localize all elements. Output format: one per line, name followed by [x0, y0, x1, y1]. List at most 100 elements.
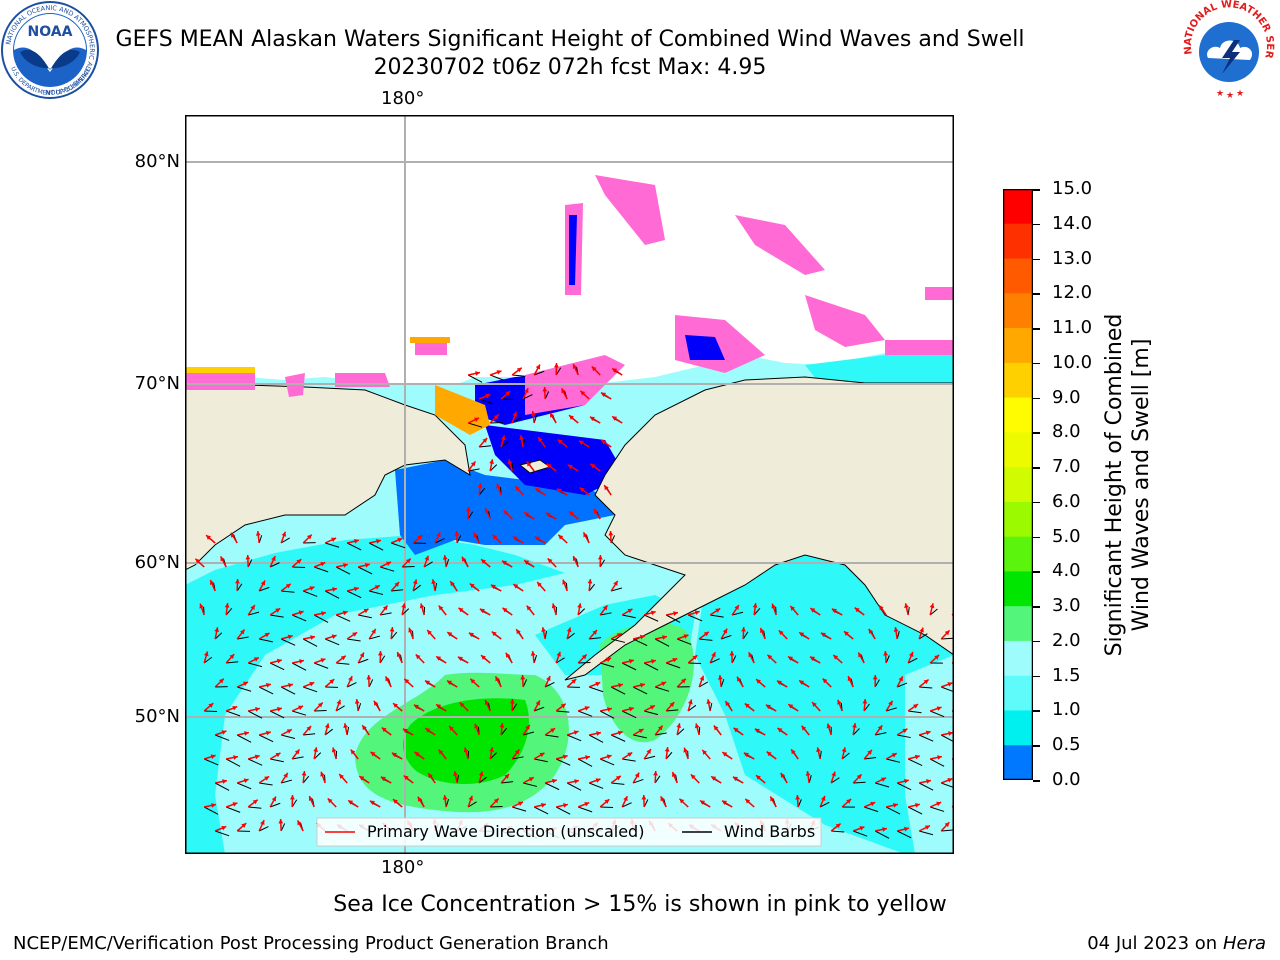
wind-barb	[259, 782, 273, 786]
wind-barb	[302, 590, 318, 597]
wave-direction-arrowhead	[641, 795, 647, 800]
wind-barb	[489, 464, 498, 472]
wave-direction-arrowhead	[373, 700, 379, 706]
wind-barb	[566, 734, 582, 742]
wave-direction-arrowhead	[879, 605, 884, 611]
wind-barb	[303, 733, 316, 736]
wave-direction-arrowhead	[771, 603, 776, 609]
footer-date: 04 Jul 2023 on Hera	[1087, 933, 1266, 954]
wave-direction-arrowhead	[313, 747, 318, 752]
wave-direction-arrowhead	[317, 702, 323, 708]
wind-barb	[523, 782, 538, 787]
wind-barb	[852, 830, 868, 837]
wind-barb	[588, 734, 604, 743]
wind-barb	[225, 607, 233, 616]
svg-text:★: ★	[1226, 91, 1234, 100]
wind-barb	[258, 826, 269, 832]
wind-barb	[929, 710, 945, 718]
wave-direction-arrowhead	[386, 561, 392, 566]
wave-direction-arrowhead	[501, 560, 507, 566]
wave-direction-arrowhead	[254, 754, 260, 760]
wave-direction-arrowhead	[339, 774, 344, 779]
wave-direction-arrowhead	[468, 632, 474, 638]
wind-barb	[369, 590, 384, 595]
wave-direction-arrowhead	[340, 655, 346, 661]
wind-barb	[632, 638, 648, 647]
wind-barb	[346, 542, 362, 551]
wave-direction-arrowhead	[601, 440, 607, 445]
wave-direction-arrowhead	[812, 702, 817, 707]
wave-direction-arrowhead	[516, 629, 521, 635]
wind-barb	[644, 755, 656, 760]
wave-direction-arrowhead	[530, 411, 536, 416]
wind-barb	[666, 709, 679, 712]
wave-direction-arrowhead	[550, 728, 556, 733]
wave-direction-arrowhead	[391, 752, 397, 758]
wave-direction-arrowhead	[520, 675, 526, 680]
wave-direction-arrowhead	[756, 679, 761, 684]
wind-barb	[269, 802, 281, 808]
wave-direction-arrowhead	[245, 555, 251, 560]
wave-direction-arrowhead	[354, 538, 359, 544]
wind-barb	[214, 632, 223, 640]
wave-direction-arrowhead	[329, 679, 335, 684]
wave-direction-arrowhead	[233, 755, 238, 760]
wave-direction-arrowhead	[266, 682, 271, 688]
wave-direction-arrowhead	[837, 699, 842, 705]
wave-direction-arrowhead	[535, 488, 541, 493]
wave-direction-arrowhead	[732, 776, 738, 782]
wave-direction-arrowhead	[299, 659, 304, 664]
colorbar-tick-label: 1.5	[1052, 664, 1081, 686]
colorbar-tick-label: 4.0	[1052, 560, 1081, 582]
wind-barb	[259, 638, 273, 643]
wind-barb	[423, 561, 433, 568]
wave-direction-arrowhead	[893, 802, 898, 808]
wave-direction-arrowhead	[788, 656, 794, 661]
wave-direction-arrowhead	[393, 703, 398, 708]
wind-barb	[577, 608, 586, 616]
wind-barb	[699, 638, 713, 641]
nws-logo: NATIONAL WEATHER SERVICE ★★★	[1178, 0, 1277, 100]
wave-direction-arrowhead	[359, 652, 364, 658]
wave-direction-arrowhead	[413, 704, 419, 710]
wave-direction-arrowhead	[947, 682, 953, 687]
wave-direction-arrowhead	[535, 536, 541, 541]
wave-direction-arrowhead	[260, 580, 266, 586]
wave-direction-arrowhead	[888, 700, 893, 706]
wave-direction-arrowhead	[846, 798, 852, 804]
wave-direction-arrowhead	[396, 652, 402, 658]
wave-direction-arrowhead	[519, 435, 525, 441]
wind-barb	[556, 710, 570, 713]
wind-barb	[753, 607, 761, 616]
wave-direction-arrowhead	[342, 610, 348, 616]
wind-barb	[886, 707, 897, 712]
wave-direction-arrowhead	[669, 702, 675, 707]
wind-barb	[929, 758, 945, 767]
wave-direction-arrowhead	[765, 704, 771, 710]
wave-direction-arrowhead	[725, 701, 730, 707]
wave-direction-arrowhead	[374, 585, 380, 590]
wave-direction-arrowhead	[595, 778, 601, 783]
wave-direction-arrowhead	[229, 654, 235, 659]
wave-direction-arrowhead	[799, 680, 805, 685]
wave-direction-arrowhead	[524, 388, 529, 394]
wave-direction-arrowhead	[672, 657, 678, 663]
wave-direction-arrowhead	[310, 635, 315, 640]
wave-direction-arrowhead	[492, 534, 498, 540]
wave-direction-arrowhead	[795, 795, 801, 800]
legend: Primary Wave Direction (unscaled) Wind B…	[316, 817, 822, 847]
colorbar-swatch	[1003, 432, 1033, 468]
wave-direction-arrowhead	[214, 627, 220, 633]
colorbar-tick	[1033, 745, 1040, 747]
colorbar-tick-label: 8.0	[1052, 421, 1081, 443]
wave-direction-arrowhead	[276, 658, 282, 664]
wind-barb	[897, 734, 911, 739]
wind-barb	[391, 542, 406, 549]
wind-barb	[390, 631, 398, 640]
wind-barb	[325, 542, 340, 548]
wave-direction-arrowhead	[500, 435, 506, 441]
wind-barb	[907, 806, 923, 815]
wave-direction-arrowhead	[515, 486, 520, 491]
noaa-logo: NATIONAL OCEANIC AND ATMOSPHERIC ADMINIS…	[1, 1, 99, 99]
colorbar-swatch	[1003, 328, 1033, 364]
